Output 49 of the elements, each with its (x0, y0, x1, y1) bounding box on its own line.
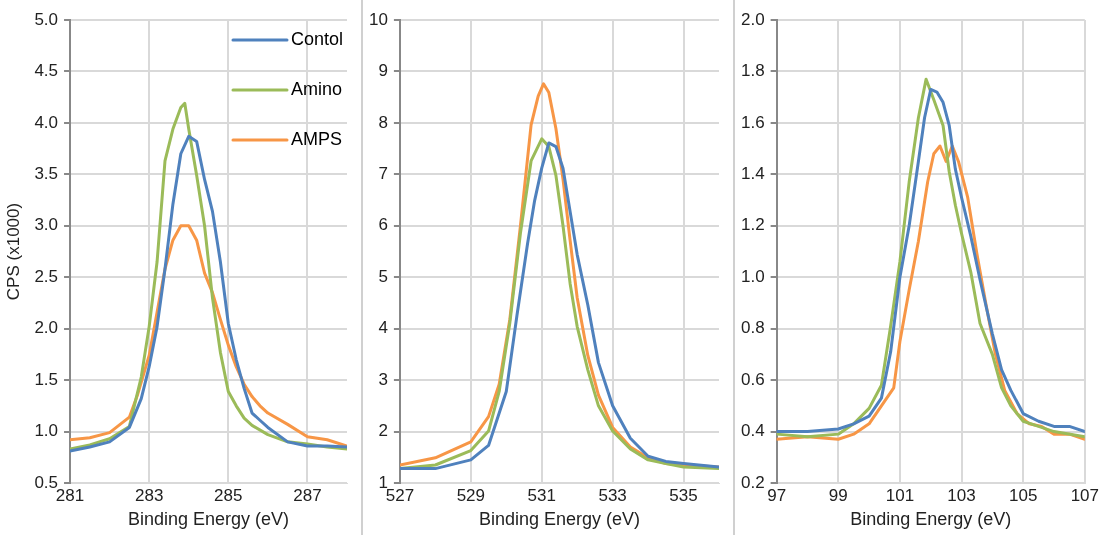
y-tick-label: 3.5 (34, 164, 59, 184)
y-tick-label: 3 (378, 369, 388, 389)
x-axis-title: Binding Energy (eV) (478, 509, 640, 530)
y-tick-label: 9 (378, 61, 388, 81)
x-axis-title: Binding Energy (eV) (850, 509, 1012, 530)
x-tick-label: 535 (669, 485, 698, 505)
x-tick-label: 99 (828, 485, 848, 505)
x-tick-label: 529 (456, 485, 486, 505)
x-tick-label: 531 (527, 485, 556, 505)
legend-label: Amino (290, 78, 342, 99)
y-tick-label: 2.5 (34, 266, 59, 286)
y-axis-title: CPS (x1000) (3, 202, 23, 301)
y-tick-label: 3.0 (34, 215, 59, 235)
y-tick-label: 5.0 (34, 9, 59, 29)
legend-label: Contol (290, 28, 343, 49)
y-tick-label: 1.2 (740, 215, 765, 235)
x-tick-label: 101 (885, 485, 915, 505)
y-tick-label: 4 (378, 318, 388, 338)
y-tick-label: 7 (378, 164, 388, 184)
y-tick-label: 1.0 (740, 266, 765, 286)
y-tick-label: 1.8 (740, 61, 765, 81)
y-tick-label: 1.6 (740, 112, 765, 132)
y-tick-label: 8 (378, 112, 388, 132)
y-tick-label: 0.8 (740, 318, 765, 338)
x-tick-label: 287 (293, 485, 322, 505)
x-tick-label: 283 (134, 485, 164, 505)
y-tick-label: 2.0 (34, 318, 59, 338)
x-axis-title: Binding Energy (eV) (127, 509, 290, 530)
y-tick-label: 0.2 (740, 472, 765, 492)
x-tick-label: 107 (1070, 485, 1100, 505)
x-tick-label: 97 (767, 485, 787, 505)
y-tick-label: 4.0 (34, 112, 59, 132)
legend-label: AMPS (290, 128, 342, 149)
x-tick-label: 103 (947, 485, 976, 505)
y-tick-label: 0.4 (740, 421, 765, 441)
x-tick-label: 105 (1008, 485, 1038, 505)
y-tick-label: 10 (368, 9, 388, 29)
y-tick-label: 1 (378, 472, 388, 492)
y-tick-label: 2 (378, 421, 388, 441)
y-tick-label: 2.0 (740, 9, 765, 29)
y-tick-label: 6 (378, 215, 388, 235)
y-tick-label: 4.5 (34, 61, 59, 81)
y-tick-label: 1.0 (34, 421, 59, 441)
y-tick-label: 0.6 (740, 369, 765, 389)
y-tick-label: 5 (378, 266, 388, 286)
x-tick-label: 285 (214, 485, 243, 505)
x-tick-label: 533 (598, 485, 627, 505)
y-tick-label: 1.4 (740, 164, 765, 184)
y-tick-label: 1.5 (34, 369, 59, 389)
